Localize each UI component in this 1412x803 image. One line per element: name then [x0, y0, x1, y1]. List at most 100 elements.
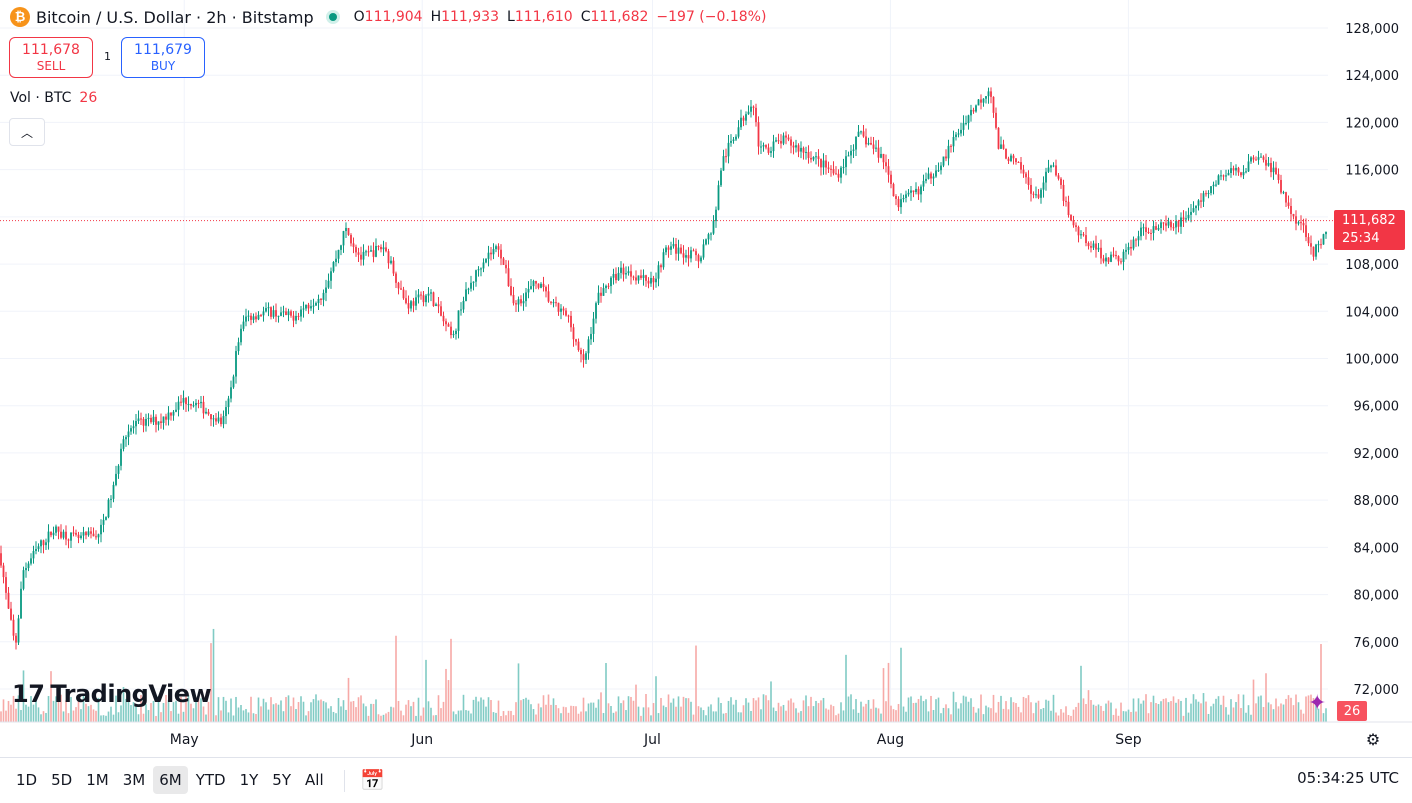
candle-body [127, 431, 130, 438]
candle-body [850, 150, 852, 156]
candle-body [90, 531, 92, 534]
candle-body [610, 277, 612, 287]
calendar-goto-icon[interactable]: 📅 [360, 768, 385, 792]
candle-body [335, 258, 337, 263]
volume-bar [582, 697, 585, 722]
volume-bar [67, 713, 70, 722]
candle-body [292, 315, 295, 321]
volume-bar [90, 704, 92, 722]
range-button-5d[interactable]: 5D [51, 771, 73, 789]
candle-body [717, 185, 720, 210]
tradingview-logo[interactable]: 17 TradingView [12, 680, 212, 708]
y-tick-label: 128,000 [1345, 22, 1399, 37]
candle-body [175, 409, 177, 412]
bar-countdown: 25:34 [1342, 231, 1380, 246]
candle-body [1172, 227, 1175, 229]
volume-bar [872, 699, 875, 722]
volume-bar [1277, 706, 1280, 722]
volume-legend[interactable]: Vol · BTC 26 [10, 90, 97, 106]
volume-bar [417, 697, 420, 722]
candle-body [470, 282, 472, 289]
price-chart[interactable]: 72,000 76,000 80,000 84,000 88,000 92,000 96,0… [0, 0, 1412, 757]
volume-bar [1257, 696, 1260, 722]
candle-body [72, 532, 75, 534]
candle-body [1187, 214, 1190, 219]
volume-bar [672, 698, 675, 722]
candle-body [730, 140, 732, 143]
candle-body [1195, 205, 1197, 209]
range-button-ytd[interactable]: YTD [195, 771, 226, 789]
volume-bar [567, 712, 570, 722]
range-button-all[interactable]: All [305, 771, 324, 789]
candle-body [877, 147, 880, 158]
volume-bar [135, 706, 137, 722]
chart-settings-icon[interactable]: ⚙ [1365, 729, 1381, 749]
volume-bar [950, 714, 952, 722]
volume-bar [690, 701, 692, 722]
volume-bar [1302, 713, 1305, 722]
volume-bar [902, 706, 905, 722]
candle-body [322, 292, 325, 300]
volume-bar [540, 707, 542, 722]
candle-body [1197, 200, 1200, 206]
range-button-1d[interactable]: 1D [16, 771, 38, 789]
sell-button[interactable]: 111,678 SELL [9, 37, 93, 78]
candle-body [860, 131, 862, 133]
market-status-icon[interactable] [325, 10, 340, 24]
candle-body [810, 157, 812, 160]
y-tick-label: 120,000 [1345, 116, 1399, 131]
candle-body [977, 99, 980, 106]
volume-bar [1187, 712, 1190, 722]
candle-body [605, 285, 607, 289]
volume-bar [855, 699, 857, 722]
candle-body [205, 411, 207, 414]
volume-bar [307, 711, 310, 722]
volume-bar [1275, 698, 1277, 722]
candle-body [242, 321, 245, 329]
range-button-1y[interactable]: 1Y [239, 771, 259, 789]
candle-body [1107, 257, 1110, 262]
volume-bar [275, 703, 277, 722]
volume-bar [480, 697, 482, 722]
volume-bar [945, 704, 947, 722]
candle-body [320, 298, 322, 300]
assistant-sparkle-icon[interactable]: ✦ [1308, 691, 1327, 716]
candle-body [992, 96, 995, 113]
volume-bar [1295, 694, 1297, 722]
collapse-legend-button[interactable]: ︿ [9, 118, 45, 146]
candle-body [872, 144, 875, 149]
volume-bar [787, 700, 790, 722]
range-button-6m[interactable]: 6M [153, 766, 188, 794]
utc-clock[interactable]: 05:34:25 UTC [1297, 769, 1399, 787]
range-button-5y[interactable]: 5Y [272, 771, 292, 789]
candle-body [1025, 173, 1027, 178]
candle-body [287, 311, 290, 316]
volume-bar [522, 699, 525, 722]
candle-body [1147, 231, 1150, 234]
volume-bar [972, 706, 975, 722]
candle-body [570, 315, 572, 328]
volume-bar [772, 707, 775, 722]
candle-body [752, 106, 755, 108]
volume-bar [795, 708, 797, 722]
symbol-header[interactable]: ₿ Bitcoin / U.S. Dollar · 2h · Bitstamp … [10, 6, 766, 28]
candle-body [1035, 194, 1037, 196]
candle-body [250, 315, 252, 320]
range-button-1m[interactable]: 1M [86, 771, 109, 789]
volume-bar [727, 700, 730, 722]
candle-body [132, 426, 135, 429]
volume-bar [985, 705, 987, 722]
symbol-title[interactable]: Bitcoin / U.S. Dollar · 2h · Bitstamp [36, 7, 314, 27]
range-button-3m[interactable]: 3M [122, 771, 146, 789]
volume-bar [742, 705, 745, 722]
volume-bar [615, 711, 617, 722]
candle-body [422, 295, 425, 303]
candle-body [267, 307, 270, 309]
candle-body [1275, 167, 1277, 175]
candle-body [380, 246, 382, 250]
volume-bar [917, 699, 920, 722]
volume-bar [15, 708, 17, 722]
volume-bar [882, 668, 885, 722]
volume-bar [1010, 697, 1012, 722]
buy-button[interactable]: 111,679 BUY [121, 37, 205, 78]
